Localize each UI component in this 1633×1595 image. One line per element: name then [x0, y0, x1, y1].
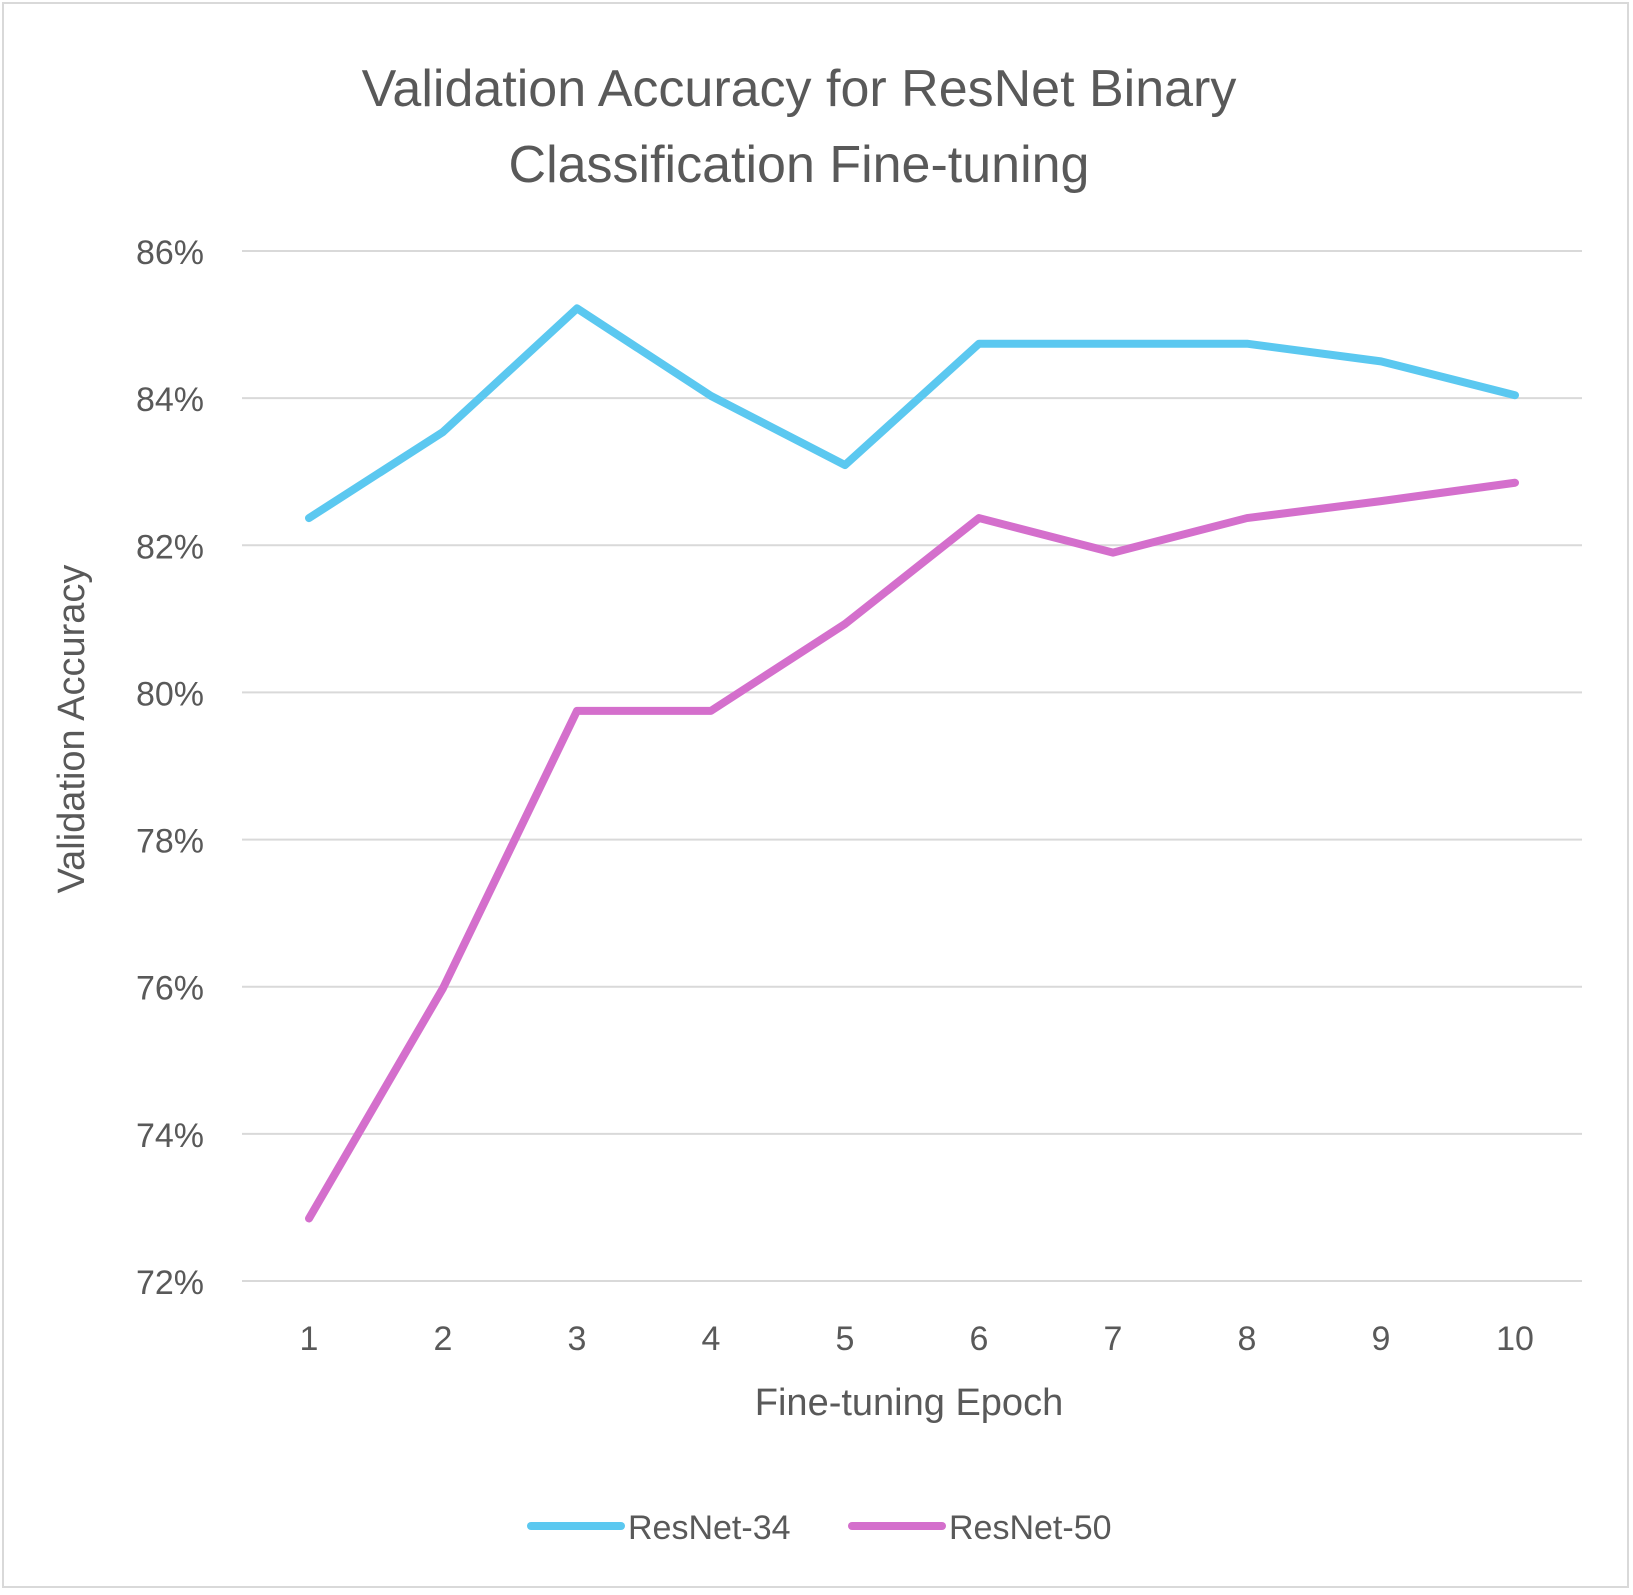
- data-point: [442, 987, 444, 989]
- legend-item-resnet-34: ResNet-34: [527, 1509, 791, 1547]
- chart-title-line-2: Classification Fine-tuning: [509, 136, 1090, 194]
- data-point: [576, 307, 578, 309]
- y-tick-label: 76%: [136, 970, 204, 1008]
- data-point: [1514, 482, 1516, 484]
- gridlines: [242, 250, 1582, 1282]
- x-tick-label: 4: [702, 1320, 721, 1358]
- data-point: [1380, 360, 1382, 362]
- data-point: [844, 464, 846, 466]
- y-tick-label: 74%: [136, 1117, 204, 1155]
- data-point: [576, 710, 578, 712]
- x-axis-tick-labels: 1 2 3 4 5 6 7 8 9 10: [300, 1320, 1534, 1358]
- x-tick-label: 7: [1104, 1320, 1123, 1358]
- series-lines: [305, 304, 1519, 1223]
- series-line-resnet-50: [305, 478, 1519, 1223]
- x-tick-label: 8: [1238, 1320, 1257, 1358]
- data-point: [1246, 343, 1248, 345]
- y-axis-tick-labels: 72% 74% 76% 78% 80% 82% 84% 86%: [136, 234, 204, 1302]
- data-point: [1380, 500, 1382, 502]
- chart-title-line-1: Validation Accuracy for ResNet Binary: [362, 60, 1237, 118]
- data-point: [1112, 552, 1114, 554]
- data-point: [710, 710, 712, 712]
- y-tick-label: 86%: [136, 234, 204, 272]
- line-chart: Validation Accuracy for ResNet Binary Cl…: [51, 60, 1582, 1547]
- y-tick-label: 84%: [136, 381, 204, 419]
- data-point: [308, 1217, 310, 1219]
- y-tick-label: 72%: [136, 1264, 204, 1302]
- data-point: [978, 343, 980, 345]
- x-tick-label: 6: [970, 1320, 989, 1358]
- data-point: [442, 431, 444, 433]
- data-point: [978, 517, 980, 519]
- x-tick-label: 5: [836, 1320, 855, 1358]
- data-point: [1112, 343, 1114, 345]
- data-point: [308, 517, 310, 519]
- data-point: [1514, 394, 1516, 396]
- legend-item-resnet-50: ResNet-50: [848, 1509, 1112, 1547]
- legend-label: ResNet-50: [949, 1509, 1112, 1547]
- y-tick-label: 82%: [136, 528, 204, 566]
- x-tick-label: 2: [434, 1320, 453, 1358]
- x-tick-label: 9: [1372, 1320, 1391, 1358]
- data-point: [710, 395, 712, 397]
- data-point: [1246, 517, 1248, 519]
- x-tick-label: 1: [300, 1320, 319, 1358]
- x-axis-label: Fine-tuning Epoch: [755, 1382, 1063, 1424]
- y-tick-label: 80%: [136, 675, 204, 713]
- legend: ResNet-34 ResNet-50: [527, 1509, 1112, 1547]
- x-tick-label: 10: [1496, 1320, 1534, 1358]
- x-tick-label: 3: [568, 1320, 587, 1358]
- y-tick-label: 78%: [136, 823, 204, 861]
- series-line-resnet-34: [305, 304, 1519, 523]
- legend-label: ResNet-34: [628, 1509, 791, 1547]
- y-axis-label: Validation Accuracy: [51, 565, 93, 894]
- data-point: [844, 623, 846, 625]
